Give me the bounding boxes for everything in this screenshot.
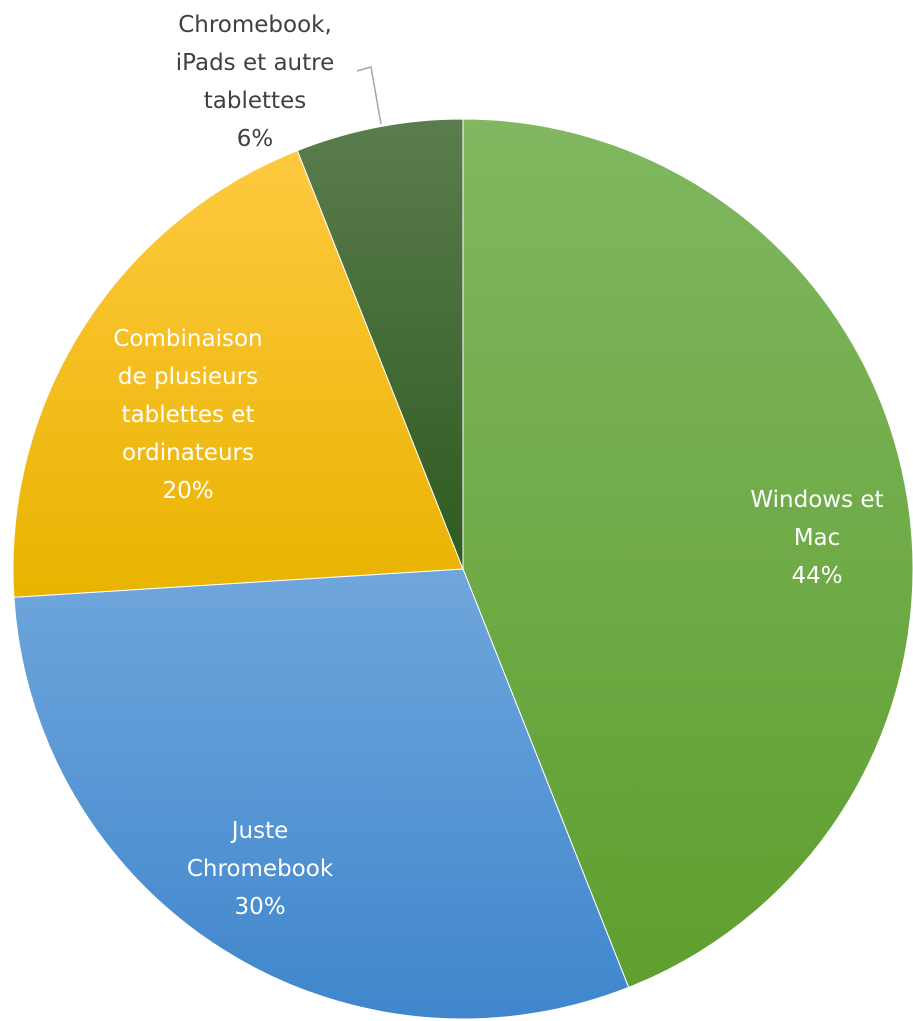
slice-value-label: 6% bbox=[237, 126, 274, 152]
slice-category-label: Chromebook bbox=[187, 856, 334, 882]
pie-slices bbox=[12, 118, 913, 1020]
slice-category-label: tablettes bbox=[204, 88, 306, 114]
slice-category-label: Mac bbox=[794, 525, 841, 551]
slice-category-label: tablettes et bbox=[122, 402, 255, 428]
label-windows-mac: Windows et Mac 44% bbox=[750, 487, 883, 589]
label-juste-chromebook: Juste Chromebook 30% bbox=[187, 818, 334, 920]
slice-category-label: iPads et autre bbox=[176, 50, 334, 76]
slice-tablettes bbox=[296, 118, 464, 570]
slice-category-label: Juste bbox=[230, 818, 289, 844]
slice-value-label: 44% bbox=[791, 563, 842, 589]
slice-juste-chromebook bbox=[13, 568, 630, 1020]
leader-line-tablettes bbox=[356, 66, 382, 125]
slice-labels: Windows et Mac 44% Juste Chromebook 30% Combin… bbox=[113, 12, 883, 920]
slice-category-label: Combinaison bbox=[113, 326, 262, 352]
label-combinaison: Combinaison de plusieurs tablettes et ordin… bbox=[113, 326, 262, 504]
label-tablettes: Chromebook, iPads et autre tablettes 6% bbox=[176, 12, 334, 152]
slice-windows-mac bbox=[462, 118, 913, 989]
slice-value-label: 20% bbox=[162, 478, 213, 504]
slice-category-label: ordinateurs bbox=[122, 440, 254, 466]
slice-value-label: 30% bbox=[234, 894, 285, 920]
slice-category-label: Chromebook, bbox=[178, 12, 332, 38]
slice-category-label: Windows et bbox=[750, 487, 883, 513]
slice-category-label: de plusieurs bbox=[118, 364, 258, 390]
slice-combinaison bbox=[12, 149, 464, 598]
leader-lines bbox=[356, 66, 382, 125]
